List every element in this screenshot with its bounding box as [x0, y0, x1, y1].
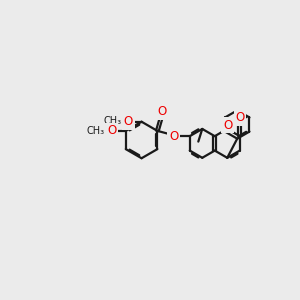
Text: O: O [169, 130, 178, 143]
Text: CH₃: CH₃ [103, 116, 122, 126]
Text: O: O [236, 111, 245, 124]
Text: O: O [158, 105, 167, 118]
Text: O: O [124, 115, 133, 128]
Text: O: O [107, 124, 116, 137]
Text: O: O [223, 118, 232, 132]
Text: O: O [111, 115, 121, 128]
Text: CH₃: CH₃ [87, 126, 105, 136]
